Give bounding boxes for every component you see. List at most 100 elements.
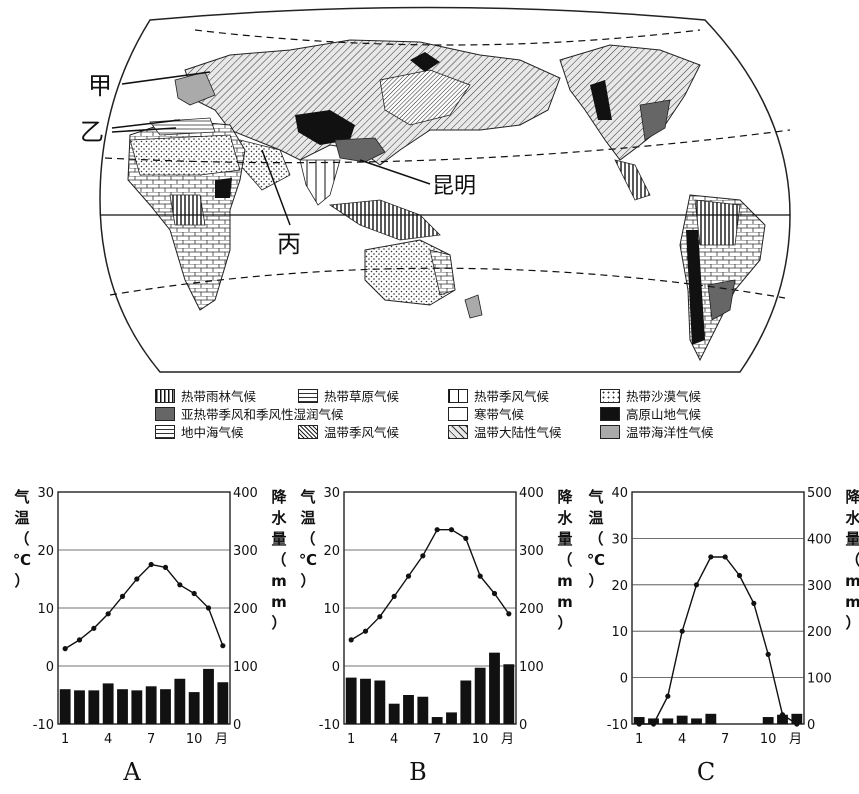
temp-line	[639, 556, 798, 725]
temp-tick-label: 20	[37, 544, 54, 559]
temp-point	[491, 590, 498, 597]
temp-tick-label: 0	[620, 672, 628, 687]
temp-point	[708, 554, 714, 560]
x-tick-label: 4	[104, 732, 112, 747]
ylabel-right-char: ）	[557, 614, 572, 632]
legend-item: 热带沙漠气候	[600, 386, 701, 405]
x-tick-label: 10	[760, 732, 777, 747]
precip-bar	[59, 689, 71, 724]
temp-point	[650, 721, 657, 727]
temp-point	[463, 535, 469, 541]
chart-title: B	[409, 758, 427, 786]
temp-point	[76, 637, 83, 643]
x-tick-label: 1	[347, 732, 355, 747]
precip-tick-label: 400	[519, 486, 544, 501]
ylabel-left-char: 温	[300, 509, 315, 527]
temp-point	[148, 561, 154, 568]
ylabel-right-char: m	[845, 593, 859, 611]
plot-frame	[631, 491, 805, 725]
legend-swatch	[600, 388, 620, 403]
legend-item: 亚热带季风和季风性湿润气候	[155, 404, 344, 423]
legend-label: 热带草原气候	[324, 389, 400, 404]
precip-bar	[360, 678, 371, 724]
precip-bar	[174, 678, 186, 724]
precip-tick-label: 300	[807, 579, 832, 594]
legend-item: 地中海气候	[155, 422, 244, 441]
tropic-capricorn	[109, 267, 786, 299]
x-tick-label: 10	[186, 732, 203, 747]
tibet-plateau	[295, 110, 355, 145]
legend-item: 高原山地气候	[600, 404, 701, 423]
temp-point	[105, 611, 111, 617]
temp-tick-label: 20	[611, 579, 628, 594]
precip-bar	[662, 718, 674, 724]
ylabel-left-char: 气	[587, 488, 603, 506]
ylabel-right-char: 降	[271, 488, 287, 506]
precip-bar	[691, 718, 702, 724]
legend-item: 热带草原气候	[298, 386, 399, 405]
precip-bar	[203, 668, 214, 724]
precip-bar	[431, 717, 443, 724]
ylabel-right-char: m	[271, 572, 287, 590]
ylabel-right-char: ）	[845, 614, 859, 632]
precip-tick-label: 500	[807, 486, 832, 501]
temp-tick-label: 10	[611, 625, 628, 640]
legend-swatch	[155, 388, 175, 403]
legend-label: 温带季风气候	[324, 425, 400, 440]
ylabel-right-char: 量	[845, 530, 859, 548]
precip-tick-label: 300	[233, 544, 258, 559]
legend-swatch	[600, 424, 620, 439]
precip-tick-label: 100	[519, 660, 544, 675]
x-tick-label: 月	[215, 732, 228, 747]
temp-tick-label: 30	[37, 486, 54, 501]
temp-point	[119, 593, 126, 599]
precip-bar	[777, 714, 788, 724]
precip-bar	[388, 703, 400, 724]
x-tick-label: 7	[433, 732, 441, 747]
ylabel-right-char: （	[271, 551, 286, 569]
temp-point	[420, 553, 426, 559]
legend-label: 温带大陆性气候	[474, 425, 562, 440]
ylabel-left-char: ）	[300, 572, 315, 590]
temp-point	[348, 637, 354, 643]
chart-title: A	[122, 758, 141, 786]
tropic-cancer	[104, 129, 791, 164]
precip-tick-label: 300	[519, 544, 544, 559]
pointer-yi-1	[111, 119, 181, 129]
legend-item: 寒带气候	[448, 404, 524, 423]
precip-tick-label: 200	[233, 602, 258, 617]
temp-point	[377, 614, 383, 620]
precip-bar	[345, 677, 357, 724]
legend-swatch	[600, 406, 620, 421]
precip-bar	[791, 713, 803, 724]
temp-tick-label: -10	[319, 718, 340, 733]
legend-swatch	[448, 424, 468, 439]
ylabel-left-char: （	[300, 530, 315, 548]
precip-bar	[417, 696, 429, 724]
temp-point	[134, 576, 140, 582]
ylabel-left-char: （	[588, 530, 603, 548]
pointer-jia	[121, 71, 211, 85]
precip-bar	[88, 690, 100, 724]
precip-bar	[374, 680, 386, 724]
temp-tick-label: 40	[611, 486, 628, 501]
legend-label: 地中海气候	[181, 425, 244, 440]
temp-point	[477, 573, 483, 579]
legend-swatch	[448, 388, 468, 403]
arctic-circle	[194, 29, 701, 46]
label-jia: 甲	[88, 72, 112, 100]
ylabel-left-char: 气	[299, 488, 315, 506]
legend-item: 热带季风气候	[448, 386, 549, 405]
precip-bar	[762, 717, 774, 724]
label-kunming: 昆明	[432, 174, 476, 199]
precip-tick-label: 200	[807, 625, 832, 640]
legend-label: 温带海洋性气候	[626, 425, 714, 440]
legend-item: 温带海洋性气候	[600, 422, 714, 441]
precip-bar	[460, 680, 472, 724]
precip-tick-label: 0	[519, 718, 527, 733]
precip-bar	[160, 689, 171, 724]
legend-swatch	[298, 424, 318, 439]
pointer-kunming	[359, 159, 431, 185]
precip-bar	[633, 717, 645, 724]
legend-item: 热带雨林气候	[155, 386, 256, 405]
